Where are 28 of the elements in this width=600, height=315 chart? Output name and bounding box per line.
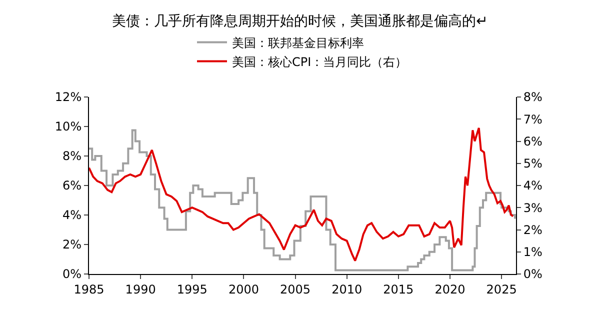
x-tick-label: 2000 [228, 282, 259, 296]
y-tick-label: 6% [62, 178, 82, 193]
y-tick-label: 10% [54, 120, 82, 134]
legend-label: 美国：联邦基金目标利率 [232, 36, 364, 50]
x-tick-label: 2020 [434, 282, 466, 296]
chart-title: 美债：几乎所有降息周期开始的时候，美国通胀都是偏高的↵ [112, 14, 488, 30]
y2-tick-label: 8% [523, 90, 542, 104]
x-tick-label: 2010 [332, 282, 362, 296]
y2-tick-label: 5% [523, 156, 542, 171]
x-tick-label: 2025 [486, 282, 517, 296]
y2-tick-label: 1% [523, 245, 542, 260]
legend-label: 美国：核心CPI：当月同比（右） [232, 54, 408, 69]
y2-tick-label: 2% [523, 222, 542, 237]
x-tick-label: 2015 [383, 282, 414, 296]
y2-tick-label: 3% [523, 200, 542, 215]
x-tick-label: 1995 [176, 282, 208, 296]
y2-tick-label: 4% [523, 178, 542, 193]
y-tick-label: 8% [62, 149, 82, 164]
y-tick-label: 12% [54, 90, 82, 104]
x-tick-label: 1985 [74, 282, 104, 296]
y-tick-label: 0% [62, 267, 82, 282]
y-tick-label: 2% [62, 238, 82, 252]
y2-tick-label: 6% [523, 134, 542, 148]
y2-tick-label: 0% [523, 267, 542, 282]
y-tick-label: 4% [62, 208, 82, 222]
x-tick-label: 2005 [280, 282, 311, 296]
y2-tick-label: 7% [523, 112, 542, 126]
x-tick-label: 1990 [125, 282, 156, 296]
